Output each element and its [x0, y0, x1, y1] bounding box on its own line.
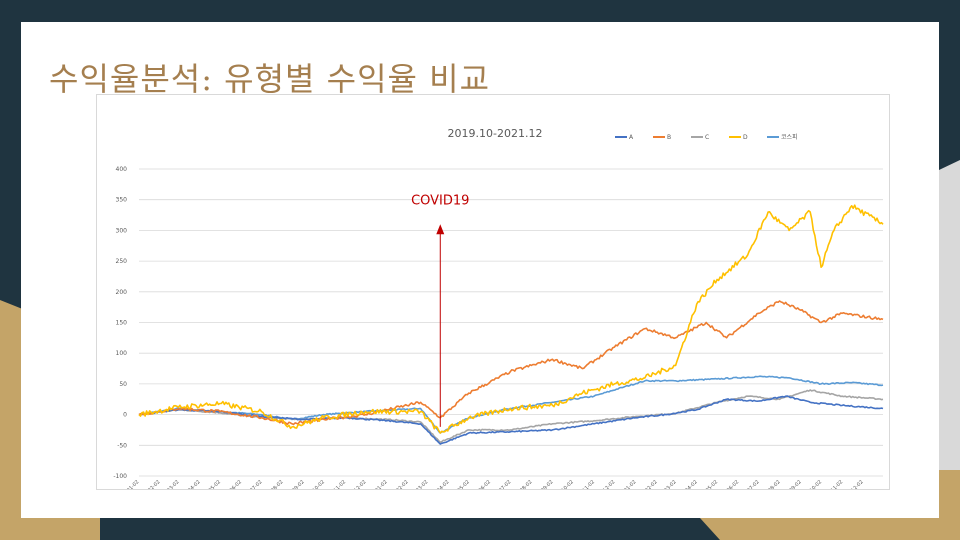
y-tick-label: 350: [116, 197, 128, 204]
x-tick-label: 2020-04-02: [426, 479, 451, 489]
x-tick-label: 2021-09-02: [778, 479, 803, 489]
y-tick-label: -100: [113, 473, 127, 480]
x-tick-label: 2020-08-02: [509, 479, 534, 489]
y-tick-label: 0: [123, 412, 127, 419]
series-line-코스피: [138, 375, 884, 434]
grey-accent-right: [939, 160, 960, 470]
y-tick-label: 300: [116, 227, 128, 234]
x-tick-label: 2021-06-02: [715, 479, 740, 489]
x-tick-label: 2021-08-02: [757, 479, 782, 489]
legend-label: 코스피: [781, 133, 798, 141]
slide-title: 수익율분석: 유형별 수익율 비교: [49, 60, 491, 98]
x-tick-label: 2019-06-02: [218, 479, 243, 489]
line-chart: -100 -50 0 50 100 150 200 250 300 350 400 2019-01-…: [113, 127, 884, 489]
legend: A B C D 코스피: [615, 133, 798, 141]
legend-label: B: [667, 134, 671, 141]
x-tick-label: 2021-11-02: [819, 479, 844, 489]
y-tick-label: -50: [117, 442, 127, 449]
y-tick-label: 200: [116, 289, 128, 296]
x-tick-label: 2021-04-02: [674, 479, 699, 489]
x-tick-label: 2019-11-02: [322, 479, 347, 489]
x-axis: 2019-01-022019-02-022019-03-022019-04-02…: [116, 479, 865, 489]
x-tick-label: 2020-09-02: [530, 479, 555, 489]
series-lines: [138, 204, 884, 445]
chart-title: 2019.10-2021.12: [448, 127, 543, 140]
y-axis: -100 -50 0 50 100 150 200 250 300 350 400: [113, 166, 127, 480]
x-tick-label: 2020-02-02: [385, 479, 410, 489]
x-tick-label: 2020-01-02: [364, 479, 389, 489]
y-tick-label: 50: [119, 381, 127, 388]
x-tick-label: 2019-01-02: [116, 479, 141, 489]
legend-label: C: [705, 134, 709, 141]
series-line-D: [138, 204, 884, 434]
y-tick-label: 400: [116, 166, 128, 173]
y-tick-label: 100: [116, 350, 128, 357]
x-tick-label: 2021-01-02: [613, 479, 638, 489]
x-tick-label: 2019-04-02: [177, 479, 202, 489]
y-tick-label: 150: [116, 320, 128, 327]
covid-label: COVID19: [411, 193, 469, 208]
x-tick-label: 2021-02-02: [634, 479, 659, 489]
slide: 수익율분석: 유형별 수익율 비교 -100 -50 0 50 100 150 200 250…: [21, 22, 939, 518]
covid-annotation: COVID19: [411, 193, 469, 427]
x-tick-label: 2019-09-02: [281, 479, 306, 489]
series-line-A: [138, 395, 884, 445]
legend-label: D: [743, 134, 748, 141]
x-tick-label: 2020-11-02: [571, 479, 596, 489]
x-tick-label: 2019-08-02: [260, 479, 285, 489]
y-tick-label: 250: [116, 258, 128, 265]
covid-arrow-head: [436, 224, 445, 235]
x-tick-label: 2020-06-02: [467, 479, 492, 489]
x-tick-label: 2019-02-02: [137, 479, 162, 489]
series-line-B: [138, 300, 884, 426]
chart-container: -100 -50 0 50 100 150 200 250 300 350 400 2019-01-…: [96, 94, 890, 490]
legend-label: A: [629, 134, 634, 141]
